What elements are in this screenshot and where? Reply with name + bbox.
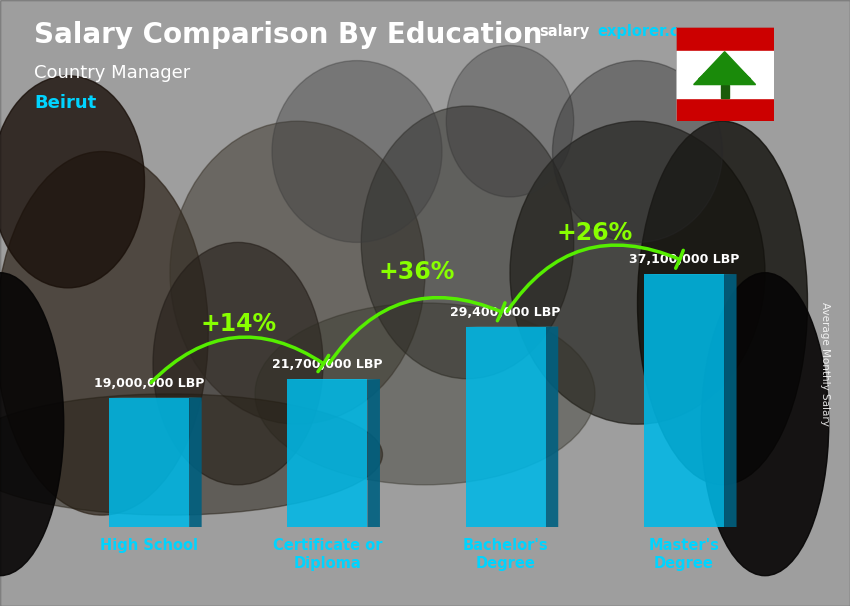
Polygon shape xyxy=(724,274,737,527)
Ellipse shape xyxy=(701,273,829,576)
Text: Average Monthly Salary: Average Monthly Salary xyxy=(820,302,830,425)
Text: 29,400,000 LBP: 29,400,000 LBP xyxy=(450,305,561,319)
Bar xyxy=(109,398,190,527)
Polygon shape xyxy=(190,398,201,527)
Bar xyxy=(287,379,367,527)
Bar xyxy=(676,27,774,51)
Bar xyxy=(721,85,728,98)
Ellipse shape xyxy=(272,61,442,242)
Ellipse shape xyxy=(0,76,144,288)
Polygon shape xyxy=(699,58,751,79)
Ellipse shape xyxy=(361,106,574,379)
Polygon shape xyxy=(546,327,558,527)
Bar xyxy=(676,51,774,98)
Ellipse shape xyxy=(255,303,595,485)
Text: salary: salary xyxy=(540,24,590,39)
Bar xyxy=(643,275,724,527)
Text: 19,000,000 LBP: 19,000,000 LBP xyxy=(94,376,204,390)
Polygon shape xyxy=(367,379,380,527)
Text: +14%: +14% xyxy=(200,312,276,336)
Text: Country Manager: Country Manager xyxy=(34,64,190,82)
Text: +26%: +26% xyxy=(557,221,633,245)
Ellipse shape xyxy=(170,121,425,424)
Bar xyxy=(676,98,774,121)
Ellipse shape xyxy=(446,45,574,197)
Polygon shape xyxy=(704,64,745,75)
Ellipse shape xyxy=(552,61,722,242)
Text: Beirut: Beirut xyxy=(34,94,96,112)
Bar xyxy=(466,327,546,527)
Polygon shape xyxy=(694,52,756,85)
Text: +36%: +36% xyxy=(378,260,455,284)
Ellipse shape xyxy=(510,121,765,424)
Text: Salary Comparison By Education: Salary Comparison By Education xyxy=(34,21,542,49)
Text: 37,100,000 LBP: 37,100,000 LBP xyxy=(629,253,740,266)
Text: explorer.com: explorer.com xyxy=(598,24,705,39)
Ellipse shape xyxy=(0,152,208,515)
Ellipse shape xyxy=(0,273,64,576)
Ellipse shape xyxy=(638,121,808,485)
Ellipse shape xyxy=(0,394,382,515)
Text: 21,700,000 LBP: 21,700,000 LBP xyxy=(272,358,382,371)
Ellipse shape xyxy=(153,242,323,485)
